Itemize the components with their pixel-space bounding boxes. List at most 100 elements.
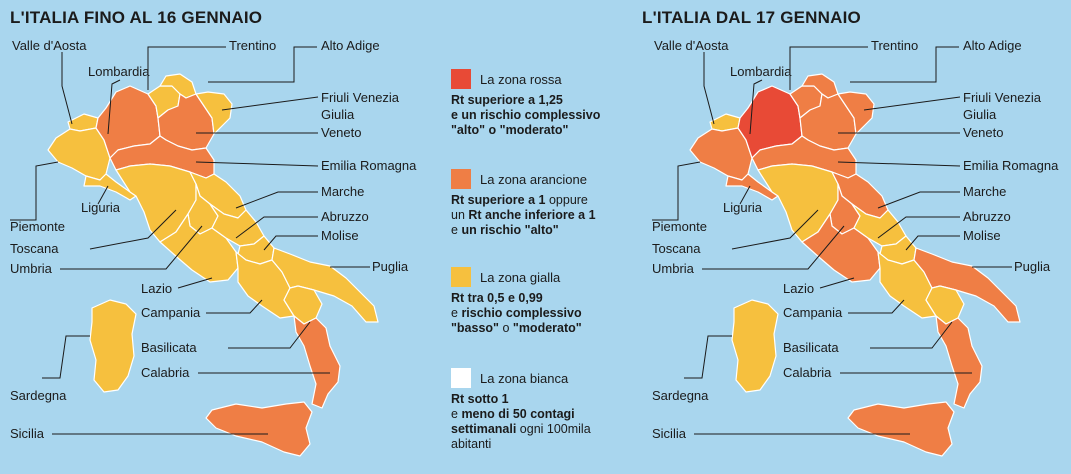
legend-text: e	[451, 223, 462, 237]
region-friuli	[837, 91, 875, 135]
label-sardegna: Sardegna	[10, 388, 67, 403]
label-toscana: Toscana	[652, 241, 701, 256]
label-calabria: Calabria	[783, 365, 832, 380]
region-sicilia	[205, 401, 313, 457]
label-abruzzo: Abruzzo	[963, 209, 1011, 224]
legend-description: Rt sotto 1 e meno di 50 contagi settiman…	[451, 392, 626, 452]
legend-text: abitanti	[451, 437, 492, 451]
orange-zone-swatch	[451, 169, 471, 189]
label-giulia: Giulia	[321, 107, 355, 122]
legend-text: oppure	[545, 193, 588, 207]
legend-description: Rt superiore a 1,25 e un rischio comples…	[451, 93, 626, 138]
label-valle-aosta: Valle d'Aosta	[12, 38, 87, 53]
right-italy-map	[689, 73, 1021, 457]
label-abruzzo: Abruzzo	[321, 209, 369, 224]
legend-line: e un rischio complessivo	[451, 108, 601, 122]
label-liguria: Liguria	[81, 200, 121, 215]
legend-line: Rt superiore a 1,25	[451, 93, 563, 107]
label-emilia: Emilia Romagna	[321, 158, 417, 173]
label-sicilia: Sicilia	[10, 426, 45, 441]
label-friuli: Friuli Venezia	[963, 90, 1042, 105]
legend-zona-bianca: La zona bianca Rt sotto 1 e meno di 50 c…	[451, 368, 626, 452]
label-molise: Molise	[963, 228, 1001, 243]
legend-title: La zona arancione	[480, 171, 587, 187]
left-region-labels: Valle d'Aosta Lombardia Trentino Alto Ad…	[10, 38, 417, 441]
label-marche: Marche	[321, 184, 364, 199]
label-umbria: Umbria	[10, 261, 53, 276]
legend-title: La zona rossa	[480, 71, 562, 87]
label-marche: Marche	[963, 184, 1006, 199]
label-umbria: Umbria	[652, 261, 695, 276]
legend-text: settimanali	[451, 422, 517, 436]
label-valle-aosta: Valle d'Aosta	[654, 38, 729, 53]
left-italy-map	[47, 73, 379, 457]
label-alto-adige: Alto Adige	[321, 38, 380, 53]
red-zone-swatch	[451, 69, 471, 89]
legend-text: "moderato"	[512, 321, 582, 335]
region-sardegna	[89, 299, 137, 393]
region-lazio	[159, 213, 239, 283]
left-leader-lines	[10, 46, 370, 435]
legend-text: Rt superiore a 1	[451, 193, 546, 207]
legend-title: La zona gialla	[480, 269, 561, 285]
legend-text: meno di 50 contagi	[461, 407, 575, 421]
white-zone-swatch	[451, 368, 471, 388]
label-calabria: Calabria	[141, 365, 190, 380]
label-lombardia: Lombardia	[88, 64, 150, 79]
legend-text: e	[451, 407, 462, 421]
legend-line: "alto" o "moderato"	[451, 123, 569, 137]
label-sardegna: Sardegna	[652, 388, 709, 403]
legend-zona-arancione: La zona arancione Rt superiore a 1 oppur…	[451, 169, 626, 238]
label-emilia: Emilia Romagna	[963, 158, 1059, 173]
legend-text: o	[498, 321, 513, 335]
label-trentino: Trentino	[229, 38, 276, 53]
label-basilicata: Basilicata	[783, 340, 839, 355]
label-basilicata: Basilicata	[141, 340, 197, 355]
legend-zona-gialla: La zona gialla Rt tra 0,5 e 0,99 e risch…	[451, 267, 626, 336]
label-piemonte: Piemonte	[652, 219, 707, 234]
region-calabria	[293, 315, 341, 409]
legend-zona-rossa: La zona rossa Rt superiore a 1,25 e un r…	[451, 69, 626, 138]
label-giulia: Giulia	[963, 107, 997, 122]
label-piemonte: Piemonte	[10, 219, 65, 234]
region-sardegna	[731, 299, 779, 393]
label-sicilia: Sicilia	[652, 426, 687, 441]
label-liguria: Liguria	[723, 200, 763, 215]
label-trentino: Trentino	[871, 38, 918, 53]
legend-text: rischio complessivo	[461, 306, 582, 320]
label-friuli: Friuli Venezia	[321, 90, 400, 105]
legend-text: e	[451, 306, 462, 320]
region-lazio	[801, 213, 881, 283]
legend-title: La zona bianca	[480, 370, 569, 386]
label-toscana: Toscana	[10, 241, 59, 256]
region-friuli	[195, 91, 233, 135]
legend-text: Rt tra 0,5 e 0,99	[451, 291, 543, 305]
region-sicilia	[847, 401, 955, 457]
label-lazio: Lazio	[783, 281, 814, 296]
legend-text: un rischio "alto"	[461, 223, 559, 237]
right-leader-lines	[652, 46, 1012, 435]
label-veneto: Veneto	[321, 125, 362, 140]
left-map-title: L'ITALIA FINO AL 16 GENNAIO	[10, 8, 263, 27]
label-campania: Campania	[783, 305, 843, 320]
legend-description: Rt superiore a 1 oppure un Rt anche infe…	[451, 193, 626, 238]
label-veneto: Veneto	[963, 125, 1004, 140]
legend-description: Rt tra 0,5 e 0,99 e rischio complessivo …	[451, 291, 626, 336]
legend-text: "basso"	[451, 321, 499, 335]
label-lombardia: Lombardia	[730, 64, 792, 79]
label-alto-adige: Alto Adige	[963, 38, 1022, 53]
region-calabria	[935, 315, 983, 409]
legend-text: Rt sotto 1	[451, 392, 509, 406]
legend-text: un	[451, 208, 469, 222]
label-molise: Molise	[321, 228, 359, 243]
right-region-labels: Valle d'Aosta Lombardia Trentino Alto Ad…	[652, 38, 1059, 441]
legend-text: Rt anche inferiore a 1	[468, 208, 596, 222]
label-campania: Campania	[141, 305, 201, 320]
yellow-zone-swatch	[451, 267, 471, 287]
right-map-title: L'ITALIA DAL 17 GENNAIO	[642, 8, 861, 27]
label-puglia: Puglia	[1014, 259, 1051, 274]
label-lazio: Lazio	[141, 281, 172, 296]
legend-text: ogni 100mila	[516, 422, 591, 436]
label-puglia: Puglia	[372, 259, 409, 274]
